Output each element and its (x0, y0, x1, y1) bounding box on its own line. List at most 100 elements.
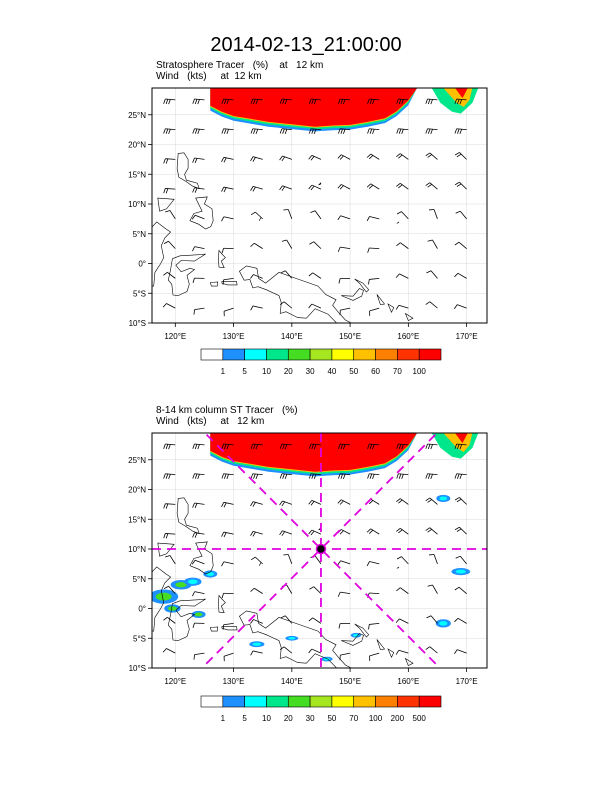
bottom-wind-barb (192, 622, 205, 629)
bottom-barb-shaft (166, 648, 176, 654)
top-wind-barb (425, 152, 438, 160)
bottom-wind-barb (163, 443, 176, 450)
bottom-wind-barb (308, 648, 322, 654)
bottom-barb-flag (425, 443, 428, 449)
bottom-barb-flag (401, 474, 404, 480)
bottom-wind-barb (250, 587, 263, 594)
bottom-barb-shaft (427, 443, 438, 446)
top-barb-flag (255, 99, 259, 105)
bottom-wind-barb (367, 473, 380, 480)
bottom-barb-shaft (165, 503, 176, 505)
bottom-lon-label: 170°E (456, 677, 478, 686)
bottom-barb-shaft (255, 556, 263, 565)
top-wind-barb (455, 210, 467, 220)
bottom-barb-flag (279, 443, 283, 449)
bottom-wind-barb (454, 617, 467, 624)
bottom-barb-flag (162, 648, 167, 653)
top-barb-flag (340, 99, 343, 105)
bottom-barb-shaft (194, 532, 205, 535)
bottom-barb-flag (398, 499, 403, 504)
bottom-barb-flag (191, 559, 196, 565)
top-lon-label: 120°E (164, 332, 186, 341)
top-wind-barb (454, 304, 467, 309)
bottom-wind-barb (454, 443, 467, 450)
top-wind-barb (396, 128, 409, 135)
top-barb-flag (280, 270, 286, 274)
bottom-colorbar-swatch (353, 695, 376, 708)
top-coastline-1 (189, 196, 214, 230)
bottom-barb-flag (369, 444, 373, 450)
bottom-barb-flag (193, 654, 195, 660)
top-wind-barb (366, 183, 380, 190)
bottom-barb-flag (395, 650, 400, 655)
top-colorbar-label: 50 (349, 367, 358, 376)
top-barb-shaft (459, 181, 467, 190)
top-barb-shaft (456, 128, 467, 131)
bottom-barb-shaft (369, 561, 380, 565)
bottom-barb-shaft (369, 652, 380, 657)
bottom-barb-shaft (459, 497, 467, 505)
top-coastline-15 (258, 217, 262, 221)
top-barb-flag (454, 98, 458, 104)
top-barb-shaft (223, 186, 234, 190)
bottom-wind-barb (366, 561, 380, 567)
top-barb-shaft (399, 273, 409, 279)
top-barb-shaft (166, 303, 176, 309)
bottom-barb-flag (396, 587, 401, 592)
top-barb-shaft (194, 246, 205, 250)
top-wind-barb (425, 128, 438, 135)
bottom-barb-flag (308, 473, 312, 479)
bottom-colorbar-swatch (418, 695, 442, 708)
top-colorbar-swatch (266, 348, 289, 361)
top-coastline-7 (221, 281, 238, 286)
top-barb-flag (454, 273, 459, 278)
top-barb-shaft (400, 242, 409, 249)
top-barb-shaft (286, 239, 293, 249)
top-barb-flag (308, 303, 313, 309)
bottom-barb-shaft (311, 648, 322, 654)
top-barb-shaft (282, 155, 292, 160)
top-wind-barb (337, 215, 351, 221)
bottom-barb-flag (310, 530, 315, 536)
bottom-barb-shaft (254, 587, 263, 594)
bottom-tracer-patch-core-3 (194, 612, 203, 617)
top-barb-flag (250, 98, 254, 104)
top-barb-flag (191, 214, 196, 220)
bottom-barb-flag (252, 531, 256, 537)
bottom-barb-flag (197, 474, 200, 480)
top-barb-flag (250, 186, 254, 191)
top-barb-shaft (169, 210, 176, 220)
bottom-wind-barb (222, 622, 234, 630)
top-barb-flag (308, 128, 312, 134)
bottom-lat-label: 25°N (128, 456, 146, 465)
top-wind-barb (396, 242, 409, 249)
bottom-barb-flag (255, 474, 259, 480)
bottom-wind-barb (338, 473, 351, 480)
bottom-barb-flag (337, 499, 342, 504)
bottom-barb-flag (163, 473, 166, 479)
top-barb-shaft (194, 307, 205, 310)
top-barb-shaft (341, 154, 351, 160)
top-barb-flag (339, 155, 344, 160)
top-wind-barb (250, 242, 263, 249)
bottom-wind-barb (308, 443, 321, 450)
top-barb-shaft (429, 182, 438, 190)
top-barb-flag (338, 128, 341, 134)
bottom-wind-barb (396, 527, 409, 535)
top-wind-barb (338, 128, 351, 135)
top-wind-barb (429, 209, 438, 220)
bottom-wind-barb (250, 473, 263, 480)
bottom-barb-flag (224, 444, 227, 450)
top-barb-flag (425, 182, 431, 186)
top-wind-barb (283, 209, 293, 220)
top-barb-flag (401, 129, 404, 135)
bottom-lat-label: 0° (138, 605, 146, 614)
top-barb-shaft (223, 216, 234, 220)
bottom-barb-flag (396, 473, 399, 479)
bottom-tracer-patch-core-6 (252, 642, 262, 646)
bottom-barb-shaft (223, 622, 234, 626)
bottom-wind-barb (425, 497, 438, 505)
bottom-wind-barb (396, 473, 409, 480)
top-barb-flag (366, 216, 370, 222)
bottom-barb-flag (221, 593, 224, 599)
